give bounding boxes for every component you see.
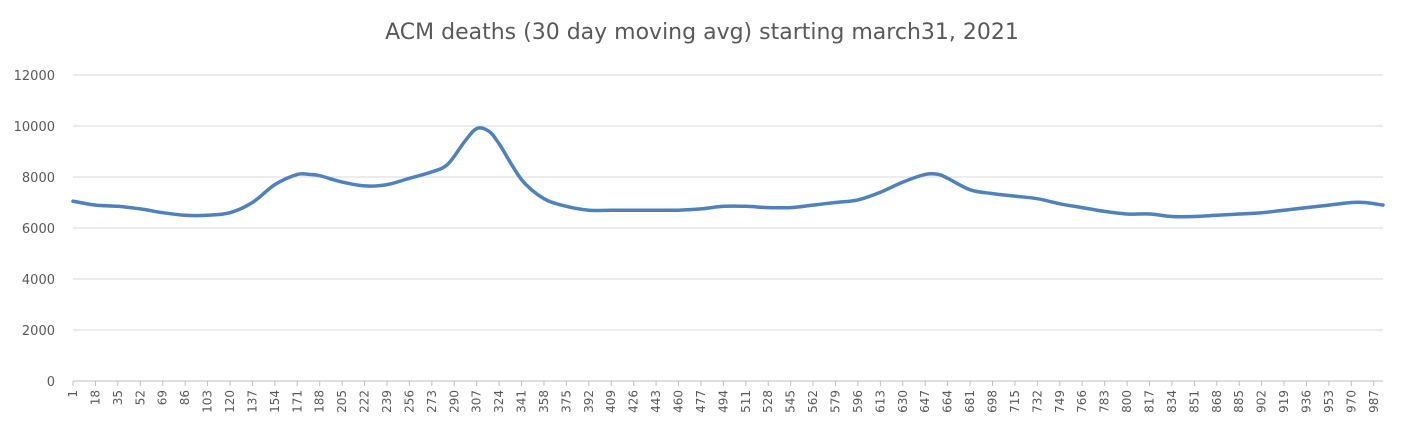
y-tick-label: 12000 (14, 69, 55, 84)
gridlines (73, 74, 1383, 382)
series (71, 126, 1385, 219)
x-tick-label: 477 (694, 390, 708, 413)
x-tick-label: 630 (896, 390, 910, 413)
x-tick-label: 290 (447, 390, 461, 413)
x-tick-label: 987 (1367, 390, 1381, 413)
x-tick-label: 375 (559, 390, 573, 413)
x-tick-label: 647 (918, 390, 932, 413)
x-tick-label: 902 (1255, 390, 1269, 413)
x-tick-label: 35 (111, 390, 125, 405)
x-axis: 1 18 35 52 69 86 103 120 137 154 171 188 205 222 239 25… (66, 381, 1381, 413)
x-tick-label: 817 (1142, 390, 1156, 413)
x-tick-label: 511 (739, 390, 753, 413)
x-tick-label: 392 (582, 390, 596, 413)
x-tick-label: 528 (761, 390, 775, 413)
x-tick-label: 834 (1165, 390, 1179, 413)
x-tick-label: 545 (784, 390, 798, 413)
x-tick-label: 324 (492, 390, 506, 413)
x-tick-label: 698 (986, 390, 1000, 413)
x-tick-label: 579 (829, 390, 843, 413)
x-tick-label: 715 (1008, 390, 1022, 413)
y-tick-label: 2000 (22, 324, 55, 339)
x-tick-label: 443 (649, 390, 663, 413)
x-tick-label: 783 (1098, 390, 1112, 413)
x-tick-label: 919 (1277, 390, 1291, 413)
x-tick-label: 307 (470, 390, 484, 413)
x-tick-label: 766 (1075, 390, 1089, 413)
x-tick-label: 86 (178, 390, 192, 405)
y-tick-label: 6000 (22, 222, 55, 237)
x-tick-label: 732 (1030, 390, 1044, 413)
x-tick-label: 494 (716, 390, 730, 413)
x-tick-label: 358 (537, 390, 551, 413)
x-tick-label: 120 (223, 390, 237, 413)
y-tick-label: 4000 (22, 273, 55, 288)
chart-title: ACM deaths (30 day moving avg) starting … (385, 20, 1019, 45)
x-tick-label: 885 (1232, 390, 1246, 413)
x-tick-label: 460 (672, 390, 686, 413)
x-tick-label: 256 (402, 390, 416, 413)
x-tick-label: 154 (268, 390, 282, 413)
x-tick-label: 800 (1120, 390, 1134, 413)
x-tick-label: 562 (806, 390, 820, 413)
x-tick-label: 681 (963, 390, 977, 413)
x-tick-label: 409 (604, 390, 618, 413)
x-tick-label: 664 (941, 390, 955, 413)
x-tick-label: 188 (313, 390, 327, 413)
x-tick-label: 851 (1187, 390, 1201, 413)
y-tick-label: 10000 (14, 120, 55, 135)
x-tick-label: 273 (425, 390, 439, 413)
x-tick-label: 18 (88, 390, 102, 405)
x-tick-label: 52 (133, 390, 147, 405)
y-tick-label: 8000 (22, 171, 55, 186)
y-tick-label: 0 (47, 375, 55, 390)
x-tick-label: 426 (627, 390, 641, 413)
x-tick-label: 222 (358, 390, 372, 413)
x-tick-label: 239 (380, 390, 394, 413)
x-tick-label: 137 (245, 390, 259, 413)
x-tick-label: 171 (290, 390, 304, 413)
x-tick-label: 596 (851, 390, 865, 413)
x-tick-label: 205 (335, 390, 349, 413)
series-line (71, 126, 1385, 219)
x-tick-label: 69 (156, 390, 170, 405)
y-axis: 0 2000 4000 6000 8000 10000 12000 (14, 69, 55, 390)
x-tick-label: 103 (201, 390, 215, 413)
x-tick-label: 613 (873, 390, 887, 413)
x-tick-label: 1 (66, 390, 80, 398)
x-tick-label: 341 (515, 390, 529, 413)
x-tick-label: 868 (1210, 390, 1224, 413)
x-tick-label: 953 (1322, 390, 1336, 413)
x-tick-label: 970 (1344, 390, 1358, 413)
x-tick-label: 936 (1299, 390, 1313, 413)
x-tick-label: 749 (1053, 390, 1067, 413)
